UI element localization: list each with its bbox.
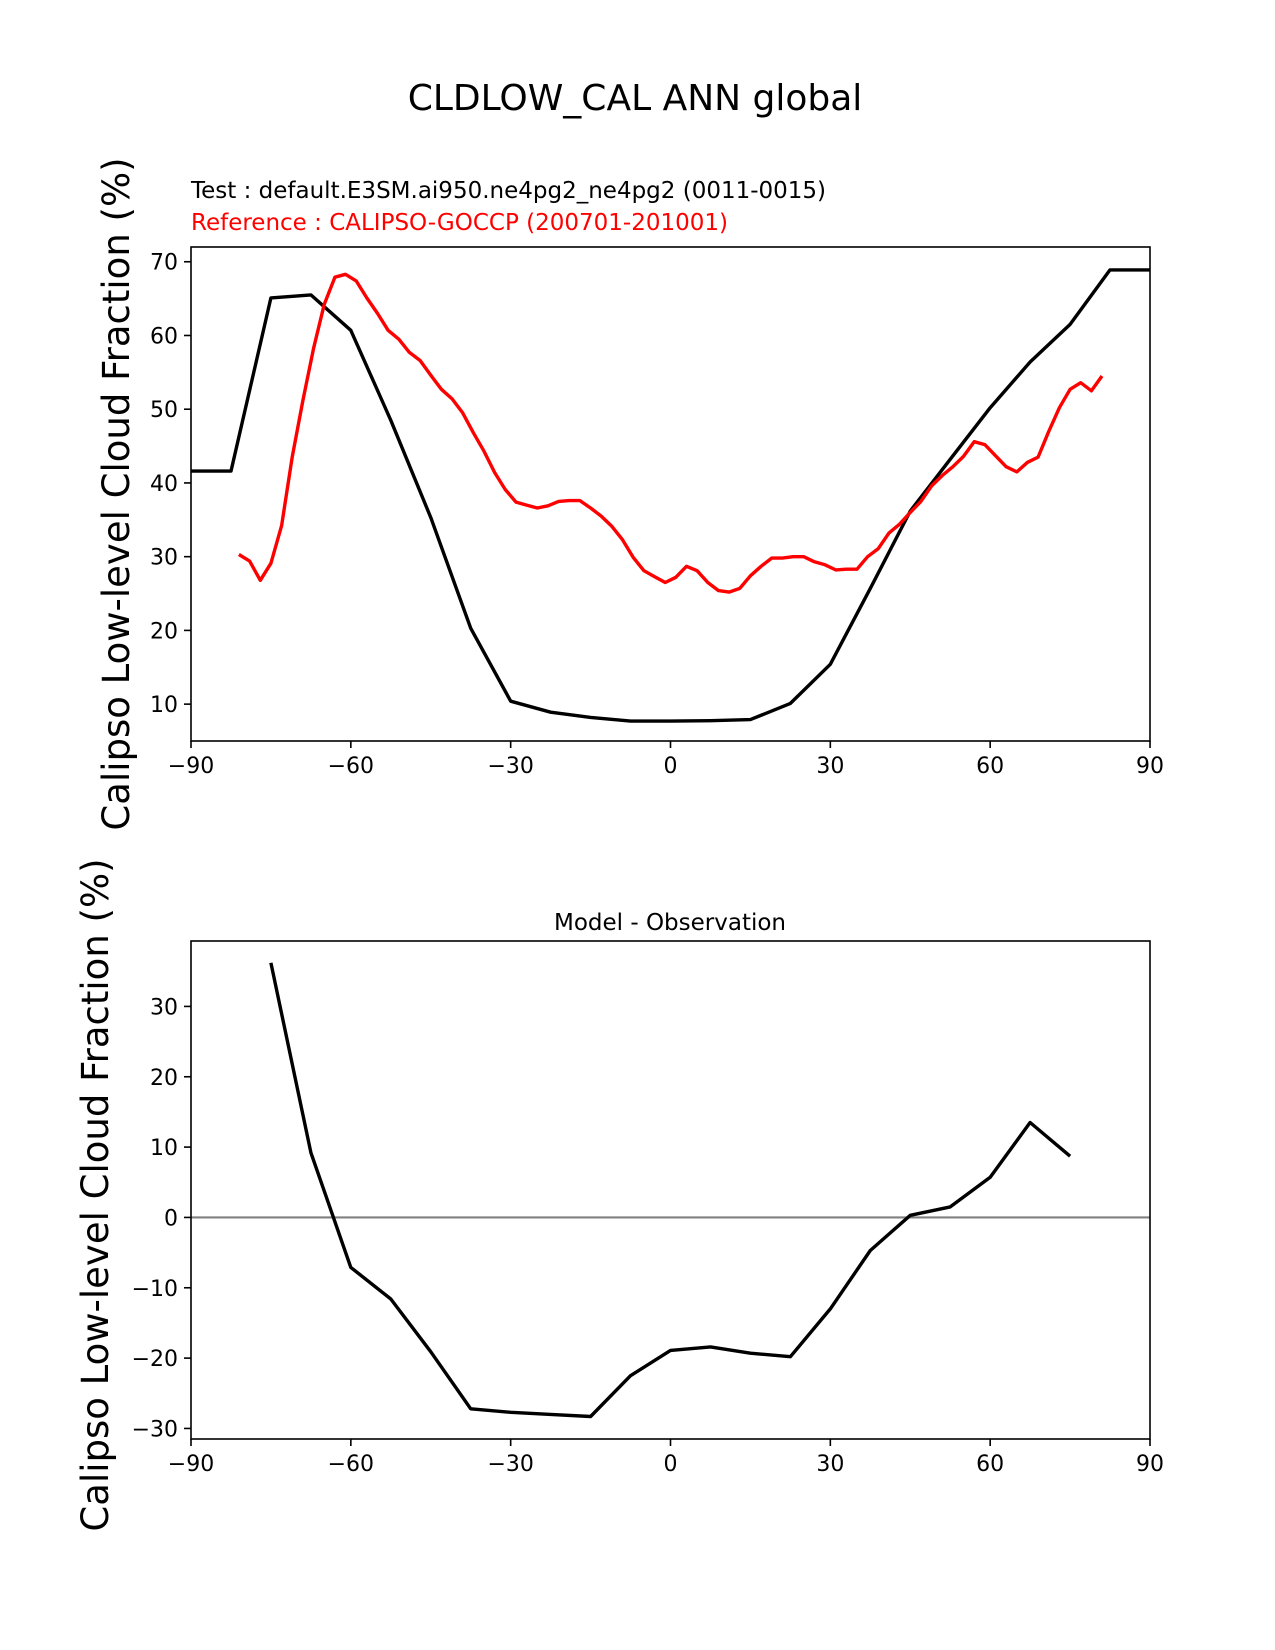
top-xtick-label: −60 [328,754,374,779]
diff-ytick-label: 20 [150,1066,178,1091]
reference-label: Reference : CALIPSO-GOCCP (200701-201001… [191,210,728,236]
top-series-test [191,268,1150,723]
diff-xtick-label: 30 [816,1452,844,1477]
plot-bottom: −90 −60 −30 0 30 60 90 −30 −20 −10 0 10 20 30 [132,940,1164,1477]
diff-ytick-label: 0 [164,1206,178,1231]
top-ytick-label: 20 [150,619,178,644]
top-axes-frame [190,246,1151,742]
diff-ytick-label: 10 [150,1136,178,1161]
diff-ytick-label: −20 [132,1347,178,1372]
diff-axes-frame [190,940,1151,1440]
figure-title: CLDLOW_CAL ANN global [408,78,863,119]
diff-xtick-label: 60 [976,1452,1004,1477]
top-xtick-label: 90 [1136,754,1164,779]
top-ytick-label: 40 [150,472,178,497]
ylabel-top: Calipso Low-level Cloud Fraction (%) [95,157,138,830]
top-xtick-label: −30 [487,754,533,779]
top-xtick-label: 0 [664,754,678,779]
top-ytick-label: 70 [150,251,178,276]
diff-xtick-label: −30 [487,1452,533,1477]
diff-xtick-label: −60 [328,1452,374,1477]
top-ytick-label: 50 [150,398,178,423]
plot-top: −90 −60 −30 0 30 60 90 10 20 30 40 50 60 70 [150,246,1164,779]
ylabel-bottom: Calipso Low-level Cloud Fraction (%) [74,858,117,1531]
diff-ytick-label: −30 [132,1417,178,1442]
diff-xtick-label: 90 [1136,1452,1164,1477]
top-xtick-label: 30 [816,754,844,779]
top-ytick-label: 60 [150,324,178,349]
test-label: Test : default.E3SM.ai950.ne4pg2_ne4pg2 … [190,178,826,204]
top-series-reference [238,272,1104,594]
diff-ytick-label: 30 [150,995,178,1020]
top-ytick-label: 30 [150,546,178,571]
top-xtick-label: −90 [168,754,214,779]
diff-xtick-label: −90 [168,1452,214,1477]
top-ytick-label: 10 [150,693,178,718]
diff-ytick-label: −10 [132,1277,178,1302]
subplot-title: Model - Observation [554,910,786,936]
diff-xtick-label: 0 [664,1452,678,1477]
diff-series-model-observation [269,962,1072,1419]
top-xtick-label: 60 [976,754,1004,779]
